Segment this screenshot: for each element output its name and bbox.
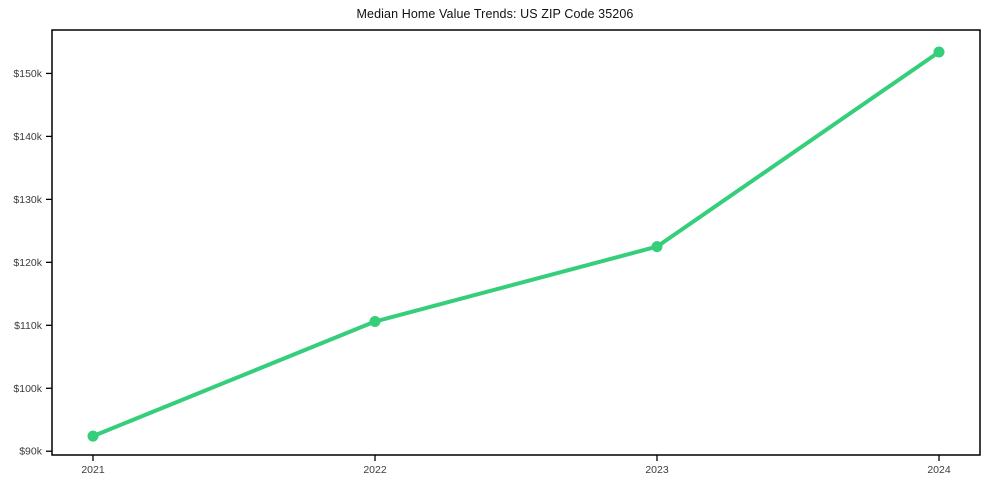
x-tick-label: 2023 [645,464,669,476]
y-tick-label: $90k [19,446,43,458]
x-tick-label: 2024 [927,464,951,476]
y-tick-label: $150k [13,68,42,80]
x-tick-label: 2022 [363,464,387,476]
y-tick-label: $100k [13,383,42,395]
plot-frame [51,29,981,456]
y-tick-label: $110k [14,320,43,332]
data-point [87,430,99,442]
y-tick-label: $140k [13,131,42,143]
data-point [933,46,945,58]
data-point [651,241,663,253]
y-tick-label: $120k [13,257,42,269]
x-tick-label: 2021 [81,464,105,476]
y-tick-label: $130k [13,194,42,206]
chart-title: Median Home Value Trends: US ZIP Code 35… [356,7,634,21]
series-line [91,50,941,439]
data-point [369,316,381,328]
